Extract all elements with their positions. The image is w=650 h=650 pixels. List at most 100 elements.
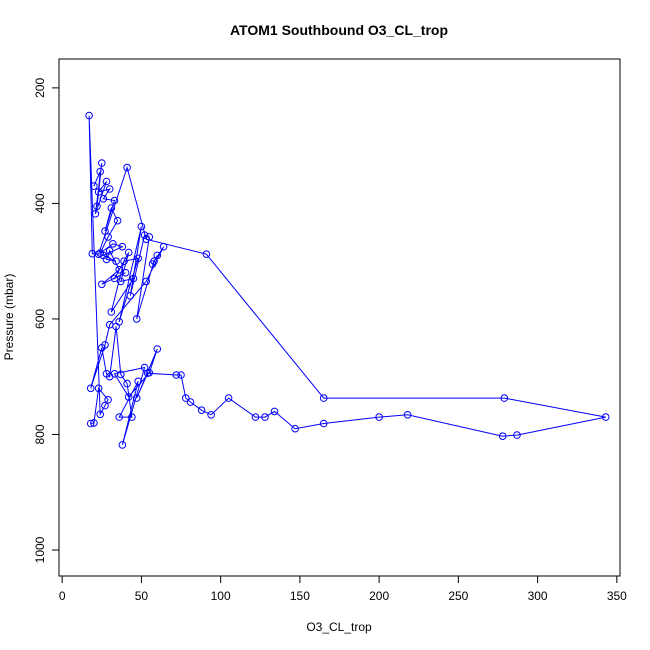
data-point	[126, 292, 135, 300]
data-point	[500, 394, 509, 402]
data-point	[118, 242, 127, 251]
data-point	[110, 370, 119, 378]
data-point	[94, 384, 103, 393]
data-point	[98, 344, 106, 352]
x-tick-label: 250	[448, 589, 468, 603]
data-point	[153, 251, 162, 260]
data-point	[115, 413, 123, 421]
y-tick-label: 600	[33, 309, 47, 329]
data-point	[91, 210, 100, 218]
x-tick-label: 0	[59, 589, 66, 603]
x-tick-label: 100	[211, 589, 231, 603]
data-point	[96, 167, 104, 176]
data-point	[104, 233, 112, 241]
data-point	[498, 432, 507, 441]
data-point	[153, 345, 162, 353]
x-tick-label: 200	[369, 589, 389, 603]
data-point	[118, 441, 127, 449]
data-point	[137, 222, 146, 231]
data-point	[270, 407, 279, 416]
data-point	[142, 235, 150, 243]
data-point	[129, 274, 138, 283]
data-point	[110, 196, 119, 205]
data-point	[134, 377, 142, 386]
data-point	[140, 363, 149, 372]
data-point	[94, 188, 103, 196]
data-point	[202, 250, 211, 258]
data-point	[109, 240, 117, 248]
data-point	[251, 413, 260, 421]
data-point	[112, 322, 120, 331]
data-point	[107, 204, 116, 212]
chart-title: ATOM1 Southbound O3_CL_trop	[230, 22, 448, 38]
data-point	[102, 255, 111, 264]
y-tick-label: 1000	[33, 536, 47, 563]
data-point	[197, 406, 206, 415]
plot-area	[85, 111, 610, 449]
x-tick-label: 50	[135, 589, 149, 603]
data-point	[123, 163, 131, 172]
y-tick-label: 400	[33, 193, 47, 213]
data-point	[120, 257, 128, 266]
data-point	[291, 424, 299, 433]
data-point	[123, 379, 131, 388]
data-point	[105, 185, 114, 193]
data-point	[124, 393, 133, 401]
x-axis: 0 50 100 150 200 250 300 350	[59, 575, 627, 603]
data-point	[98, 159, 106, 167]
x-tick-label: 150	[290, 589, 310, 603]
data-point	[90, 419, 98, 427]
y-tick-label: 800	[33, 424, 47, 444]
y-axis-label: Pressure (mbar)	[2, 274, 16, 361]
data-point	[101, 227, 109, 235]
data-point	[319, 394, 328, 402]
data-point	[186, 398, 195, 406]
data-point	[101, 401, 109, 410]
data-point	[121, 268, 130, 277]
data-point	[601, 413, 610, 421]
data-point	[105, 247, 114, 255]
data-point	[182, 394, 190, 402]
data-point	[90, 182, 98, 190]
x-tick-label: 300	[528, 589, 548, 603]
data-point	[140, 231, 149, 239]
data-point	[124, 248, 133, 257]
data-point	[113, 216, 122, 225]
data-point	[224, 394, 233, 402]
data-point	[132, 394, 141, 402]
data-point	[148, 260, 157, 268]
data-point	[403, 411, 412, 419]
data-point	[177, 371, 185, 379]
y-axis: 200 400 600 800 1000	[33, 78, 60, 563]
data-point	[319, 419, 328, 428]
data-point	[513, 431, 521, 439]
data-layer	[85, 111, 610, 449]
data-point	[117, 277, 125, 286]
data-point	[107, 308, 116, 316]
data-point	[261, 413, 269, 421]
y-tick-label: 200	[33, 78, 47, 98]
data-point	[375, 413, 383, 421]
data-point	[96, 410, 104, 419]
data-point	[112, 257, 120, 266]
data-point	[86, 419, 95, 428]
data-point	[143, 369, 152, 378]
data-point	[104, 396, 112, 404]
data-point	[115, 266, 123, 274]
data-point	[128, 413, 136, 421]
data-point	[98, 280, 106, 289]
data-point	[142, 277, 150, 286]
data-point	[85, 111, 93, 120]
x-tick-label: 350	[607, 589, 627, 603]
data-point	[93, 202, 101, 211]
data-point	[172, 371, 181, 379]
data-point	[159, 242, 168, 251]
data-point	[86, 384, 95, 393]
data-point	[99, 195, 108, 203]
data-point	[132, 315, 141, 323]
data-point	[207, 411, 215, 419]
data-point	[88, 249, 97, 258]
data-point	[110, 274, 119, 283]
